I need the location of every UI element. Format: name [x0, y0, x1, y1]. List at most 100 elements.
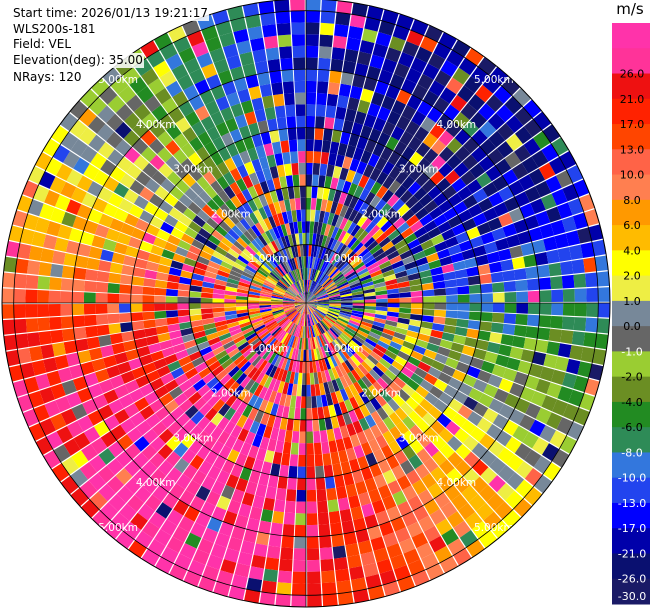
velocity-gate — [535, 210, 551, 227]
velocity-gate — [263, 217, 273, 231]
velocity-gate — [357, 99, 371, 114]
velocity-gate — [528, 168, 546, 186]
velocity-gate — [258, 330, 270, 340]
velocity-gate — [422, 90, 439, 107]
velocity-gate — [321, 261, 330, 273]
velocity-gate — [265, 230, 274, 243]
velocity-gate — [306, 232, 310, 245]
velocity-gate — [433, 288, 447, 296]
velocity-gate — [260, 332, 272, 343]
velocity-gate — [336, 485, 348, 500]
velocity-gate — [452, 67, 470, 85]
velocity-gate — [375, 510, 390, 526]
velocity-gate — [346, 423, 357, 437]
velocity-gate — [183, 84, 199, 101]
velocity-gate — [347, 554, 362, 569]
velocity-gate — [377, 340, 390, 350]
velocity-gate — [306, 293, 313, 303]
velocity-gate — [198, 460, 213, 476]
velocity-gate — [209, 166, 223, 181]
velocity-gate — [224, 306, 237, 312]
velocity-gate — [239, 278, 252, 285]
velocity-gate — [285, 308, 296, 315]
velocity-gate — [284, 334, 292, 346]
velocity-gate — [17, 243, 32, 260]
colorbar-tick-label: -13.0 — [618, 497, 646, 510]
velocity-gate — [314, 310, 325, 319]
velocity-gate — [454, 268, 468, 279]
velocity-gate — [118, 85, 136, 104]
velocity-gate — [237, 88, 251, 103]
velocity-gate — [306, 104, 316, 117]
velocity-gate — [429, 508, 447, 526]
velocity-gate — [131, 227, 146, 241]
velocity-gate — [276, 368, 285, 381]
velocity-gate — [291, 162, 299, 176]
velocity-gate — [253, 543, 268, 558]
velocity-gate — [242, 404, 253, 418]
velocity-gate — [396, 115, 411, 131]
velocity-gate — [295, 297, 306, 303]
velocity-gate — [577, 227, 592, 244]
velocity-gate — [124, 379, 140, 394]
velocity-gate — [457, 209, 473, 223]
velocity-gate — [121, 264, 135, 276]
velocity-gate — [355, 480, 368, 495]
velocity-gate — [561, 316, 575, 330]
velocity-gate — [77, 243, 92, 257]
velocity-gate — [492, 312, 505, 323]
velocity-gate — [245, 350, 257, 361]
velocity-gate — [201, 204, 215, 217]
velocity-gate — [167, 323, 181, 333]
velocity-gate — [379, 336, 392, 346]
velocity-gate — [300, 303, 306, 314]
velocity-gate — [286, 489, 297, 502]
velocity-gate — [269, 339, 279, 351]
velocity-gate — [143, 319, 156, 329]
velocity-gate — [325, 105, 337, 119]
velocity-gate — [116, 485, 134, 503]
velocity-gate — [202, 281, 215, 289]
velocity-gate — [352, 172, 363, 186]
velocity-gate — [351, 577, 367, 592]
velocity-gate — [37, 276, 51, 290]
velocity-gate — [353, 198, 365, 212]
velocity-gate — [327, 250, 336, 263]
velocity-gate — [100, 502, 119, 521]
velocity-gate — [350, 224, 361, 237]
velocity-gate — [306, 454, 315, 467]
velocity-gate — [289, 371, 296, 384]
velocity-gate — [304, 267, 306, 280]
velocity-gate — [306, 303, 315, 312]
velocity-gate — [164, 193, 179, 207]
velocity-gate — [324, 315, 336, 324]
velocity-gate — [310, 244, 315, 257]
velocity-gate — [306, 127, 315, 140]
velocity-gate — [282, 345, 290, 358]
velocity-gate — [426, 342, 440, 353]
velocity-gate — [318, 246, 324, 259]
velocity-gate — [165, 80, 183, 98]
velocity-gate — [206, 74, 222, 90]
velocity-gate — [216, 175, 230, 190]
velocity-gate — [139, 383, 155, 397]
velocity-gate — [320, 260, 328, 272]
velocity-gate — [325, 249, 333, 262]
velocity-gate — [280, 332, 289, 344]
velocity-gate — [81, 192, 98, 208]
velocity-gate — [314, 127, 324, 141]
velocity-gate — [188, 439, 203, 455]
velocity-gate — [586, 287, 599, 302]
range-ring-label: 1.00km — [249, 343, 289, 355]
velocity-gate — [513, 268, 527, 281]
velocity-gate — [98, 448, 116, 465]
velocity-gate — [401, 78, 417, 95]
velocity-gate — [15, 258, 29, 274]
velocity-gate — [317, 296, 329, 301]
velocity-gate — [29, 346, 43, 362]
velocity-gate — [83, 292, 96, 303]
velocity-gate — [293, 372, 299, 385]
velocity-gate — [215, 274, 229, 282]
velocity-gate — [367, 208, 380, 221]
velocity-gate — [295, 104, 306, 117]
